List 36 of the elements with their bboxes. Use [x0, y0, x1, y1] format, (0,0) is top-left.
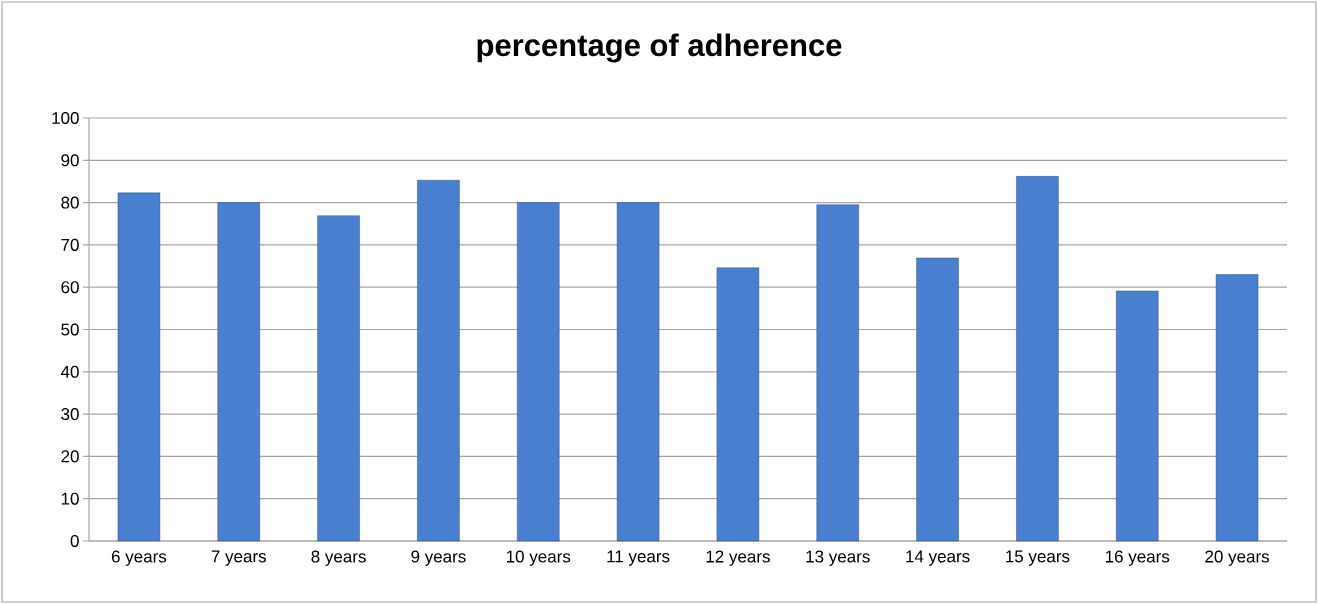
x-tick-label: 16 years [1105, 550, 1170, 566]
x-tick-label: 14 years [906, 550, 970, 566]
x-tick-label: 11 years [607, 550, 670, 566]
bar [1116, 290, 1159, 542]
y-tick-label: 80 [61, 196, 79, 209]
y-tick-label: 10 [61, 492, 79, 505]
y-tick-label: 0 [70, 534, 79, 548]
bar [317, 215, 360, 542]
x-tick-label: 6 years [111, 550, 167, 566]
x-tick-label: 7 years [211, 550, 266, 566]
chart-title: percentage of adherence [477, 33, 842, 63]
y-tick-label: 100 [52, 111, 79, 125]
y-tick-label: 30 [61, 408, 79, 421]
bar [916, 257, 959, 542]
y-tick-label: 60 [61, 281, 79, 294]
bar [117, 192, 161, 542]
bar [417, 179, 460, 542]
bar [1016, 176, 1059, 542]
x-tick-label: 10 years [506, 550, 571, 566]
x-tick-label: 12 years [706, 550, 770, 566]
bar [517, 202, 560, 542]
x-tick-label: 13 years [806, 550, 870, 566]
bar [616, 202, 660, 542]
x-tick-label: 20 years [1205, 550, 1270, 566]
x-tick-label: 9 years [411, 550, 466, 566]
y-tick-label: 70 [61, 238, 79, 251]
y-tick-label: 90 [61, 154, 79, 167]
x-tick-label: 8 years [311, 550, 366, 566]
x-tick-label: 15 years [1006, 550, 1070, 566]
y-tick-label: 20 [61, 450, 79, 463]
bar [217, 202, 260, 542]
y-tick-label: 40 [60, 365, 79, 378]
y-tick-label: 50 [61, 323, 79, 336]
bar [716, 267, 760, 542]
bar [1215, 274, 1259, 542]
bar [816, 204, 859, 542]
